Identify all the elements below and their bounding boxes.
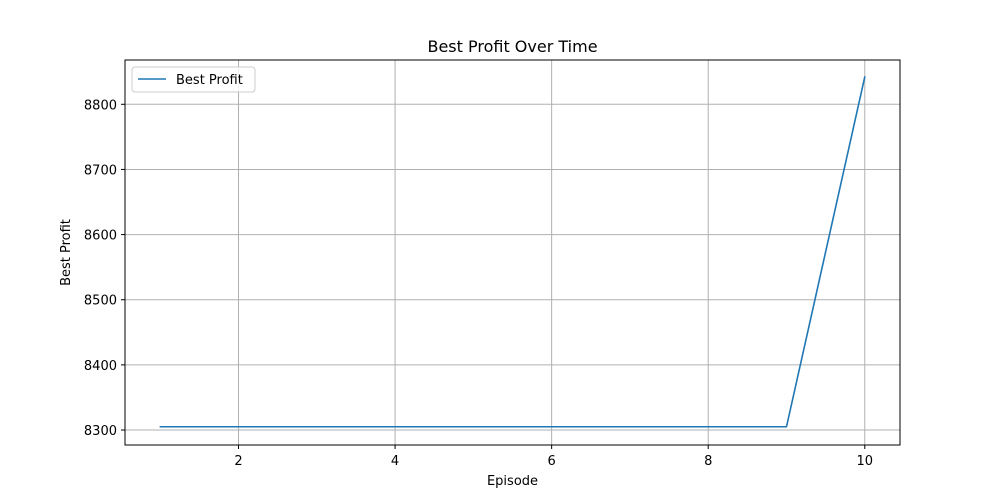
y-axis-label: Best Profit bbox=[59, 219, 74, 286]
y-tick-label: 8700 bbox=[84, 163, 117, 178]
y-tick-label: 8400 bbox=[84, 359, 117, 374]
plot-frame bbox=[124, 59, 901, 446]
chart-title: Best Profit Over Time bbox=[427, 37, 597, 56]
series-line bbox=[159, 76, 866, 428]
series-layer bbox=[159, 76, 866, 428]
y-tick-label: 8300 bbox=[84, 424, 117, 439]
x-tick-label: 6 bbox=[548, 454, 556, 469]
y-tick-label: 8800 bbox=[84, 98, 117, 113]
y-tick-label: 8600 bbox=[84, 229, 117, 244]
y-tick-label: 8500 bbox=[84, 294, 117, 309]
y-axis-ticks: 8300 8400 8500 8600 8700 8800 bbox=[84, 98, 125, 439]
x-tick-label: 10 bbox=[856, 454, 873, 469]
legend-box bbox=[131, 66, 256, 93]
x-tick-label: 8 bbox=[704, 454, 712, 469]
legend-label: Best Profit bbox=[176, 73, 243, 88]
x-tick-label: 2 bbox=[234, 454, 242, 469]
x-axis-ticks: 2 4 6 8 10 bbox=[234, 445, 873, 469]
x-axis-label: Episode bbox=[487, 474, 538, 489]
x-tick-label: 4 bbox=[391, 454, 399, 469]
legend: Best Profit bbox=[131, 66, 256, 93]
grid bbox=[125, 60, 900, 445]
